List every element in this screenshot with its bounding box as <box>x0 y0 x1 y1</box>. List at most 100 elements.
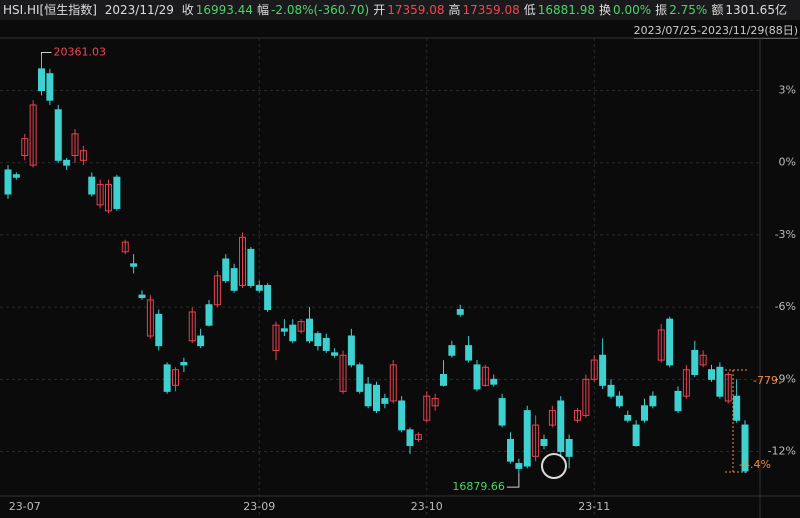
candle-body <box>574 410 581 421</box>
candle-body <box>255 284 263 291</box>
candle-body <box>29 104 37 166</box>
candle-body <box>406 429 414 447</box>
field-value: 0.00% <box>613 3 652 17</box>
candle-body <box>674 390 682 412</box>
candle-body <box>490 378 498 385</box>
field-label: 低 <box>523 3 536 17</box>
field-label: 收 <box>181 3 194 17</box>
field-label: 换 <box>599 3 612 17</box>
candle-body <box>624 414 632 421</box>
candle-body <box>641 405 648 421</box>
candle-body <box>188 311 196 342</box>
y-tick-label: -12% <box>768 445 796 458</box>
candle-body <box>121 241 129 253</box>
candle-body <box>741 424 749 472</box>
candle-body <box>557 400 565 453</box>
candle-body <box>699 354 707 366</box>
field-value: -2.08%(-360.70) <box>271 3 370 17</box>
candle-body <box>389 364 397 402</box>
candle-body <box>155 313 163 347</box>
candle-body <box>280 328 288 332</box>
x-tick-label: 23-07 <box>9 500 41 513</box>
candle-body <box>88 176 96 195</box>
candle-body <box>423 395 431 421</box>
annotation-line <box>506 473 520 488</box>
candle-body <box>532 424 540 457</box>
watermark-logo <box>541 453 567 479</box>
candle-body <box>197 335 205 347</box>
candle-body <box>590 359 598 380</box>
candle-body <box>381 398 389 404</box>
date: 2023/11/29 <box>104 3 174 17</box>
candle-body <box>105 183 112 212</box>
candle-body <box>599 354 607 386</box>
max-label: 20361.03 <box>54 45 107 58</box>
candle-body <box>481 366 489 386</box>
y-tick-label: 0% <box>779 156 796 169</box>
candle-body <box>373 384 380 412</box>
range-label: -4.4% <box>739 458 771 471</box>
candle-body <box>649 395 657 407</box>
candle-body <box>498 398 506 426</box>
candle-body <box>213 275 221 306</box>
candle-body <box>465 345 473 361</box>
candle-body <box>682 369 690 397</box>
candle-body <box>21 138 29 157</box>
candle-body <box>230 268 238 291</box>
candle-body <box>314 333 322 347</box>
candle-body <box>398 400 406 431</box>
candle-body <box>456 309 464 315</box>
candle-body <box>515 463 523 469</box>
candle-body <box>272 324 280 351</box>
candle-body <box>12 174 20 178</box>
candle-body <box>473 364 481 390</box>
candle-body <box>247 248 255 286</box>
candle-body <box>163 364 171 392</box>
candle-body <box>364 383 372 407</box>
candle-body <box>657 329 665 361</box>
candle-body <box>716 366 724 397</box>
candle-body <box>222 258 230 282</box>
range-label: -779. <box>753 374 781 387</box>
x-tick-label: 23-11 <box>578 500 610 513</box>
candle-body <box>448 345 456 356</box>
x-tick-label: 23-10 <box>411 500 443 513</box>
y-tick-label: -3% <box>775 228 796 241</box>
y-tick-label: -9% <box>775 372 796 385</box>
candle-body <box>4 169 12 195</box>
candle-body <box>297 321 305 332</box>
field-value: 17359.08 <box>387 3 445 17</box>
candle-body <box>71 133 79 157</box>
field-value: 16881.98 <box>537 3 596 17</box>
candle-body <box>146 299 154 337</box>
field-value: 17359.08 <box>462 3 520 17</box>
candle-body <box>130 263 138 267</box>
candle-body <box>565 438 573 457</box>
candle-body <box>138 294 146 299</box>
candle-body <box>113 176 121 209</box>
candle-body <box>607 384 615 397</box>
candle-body <box>724 374 732 402</box>
annotation-line <box>41 51 52 55</box>
candle-body <box>431 398 439 407</box>
candle-body <box>339 354 347 392</box>
y-tick-label: -6% <box>775 300 796 313</box>
candle-body <box>331 352 339 356</box>
candle-body <box>632 424 640 447</box>
candle-body <box>322 337 330 351</box>
candle-body <box>96 183 104 206</box>
candle-body <box>440 374 447 386</box>
symbol: HSI.HI[恒生指数] <box>3 3 97 17</box>
field-value: 1301.65亿 <box>725 3 787 17</box>
candle-body <box>414 434 422 440</box>
candle-body <box>306 318 313 342</box>
candle-body <box>691 349 699 376</box>
candle-body <box>540 438 548 447</box>
candle-body <box>180 361 188 366</box>
candle-body <box>582 378 590 416</box>
field-value: 16993.44 <box>195 3 254 17</box>
candle-body <box>356 364 364 392</box>
field-label: 额 <box>711 3 724 17</box>
